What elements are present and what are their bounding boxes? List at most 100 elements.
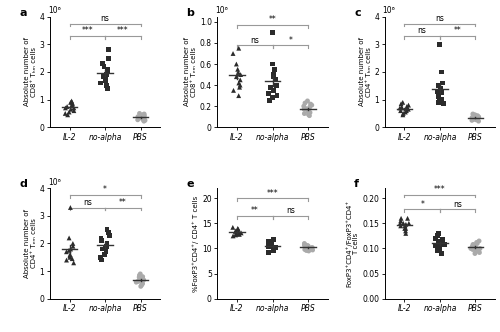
Point bbox=[102, 83, 110, 88]
Point bbox=[304, 109, 312, 114]
Point bbox=[66, 253, 74, 259]
Point bbox=[70, 260, 78, 266]
Text: e: e bbox=[186, 179, 194, 189]
Point bbox=[473, 116, 481, 122]
Point bbox=[266, 242, 274, 247]
Point bbox=[63, 104, 71, 109]
Point bbox=[402, 110, 409, 115]
Point bbox=[232, 231, 240, 237]
Point bbox=[475, 115, 483, 120]
Point bbox=[469, 242, 477, 247]
Point bbox=[270, 67, 278, 72]
Point bbox=[469, 117, 477, 122]
Point bbox=[137, 284, 145, 289]
Point bbox=[66, 100, 74, 105]
Point bbox=[402, 226, 409, 231]
Point bbox=[433, 248, 441, 254]
Point bbox=[302, 248, 310, 253]
Point bbox=[103, 72, 111, 77]
Point bbox=[307, 245, 315, 251]
Point bbox=[229, 225, 237, 230]
Text: a: a bbox=[19, 8, 26, 18]
Point bbox=[236, 72, 244, 77]
Point bbox=[65, 110, 73, 115]
Point bbox=[62, 249, 70, 254]
Point bbox=[235, 45, 243, 51]
Point bbox=[234, 67, 241, 72]
Point bbox=[402, 228, 409, 233]
Point bbox=[104, 47, 112, 52]
Text: **: ** bbox=[251, 206, 258, 215]
Point bbox=[141, 118, 149, 123]
Y-axis label: Absolute number of
CD4⁺ Tₕₘ cells: Absolute number of CD4⁺ Tₕₘ cells bbox=[358, 38, 372, 107]
Point bbox=[472, 117, 480, 123]
Point bbox=[66, 246, 74, 252]
Text: 10⁶: 10⁶ bbox=[48, 7, 60, 16]
Point bbox=[268, 30, 276, 35]
Point bbox=[264, 250, 272, 255]
Point bbox=[68, 256, 76, 261]
Point bbox=[474, 248, 482, 254]
Point bbox=[106, 232, 114, 238]
Point bbox=[300, 111, 308, 116]
Point bbox=[270, 72, 278, 77]
Point bbox=[270, 237, 278, 242]
Point bbox=[400, 221, 407, 226]
Point bbox=[270, 74, 278, 79]
Point bbox=[230, 88, 237, 93]
Y-axis label: Absolute number of
CD8⁺ Tₑₘ cells: Absolute number of CD8⁺ Tₑₘ cells bbox=[184, 38, 197, 107]
Point bbox=[401, 223, 409, 228]
Point bbox=[270, 247, 278, 252]
Point bbox=[301, 247, 309, 252]
Point bbox=[101, 245, 109, 250]
Point bbox=[267, 241, 275, 246]
Point bbox=[104, 66, 112, 72]
Point bbox=[304, 112, 312, 117]
Point bbox=[100, 252, 108, 257]
Point bbox=[403, 104, 411, 109]
Point bbox=[472, 247, 480, 253]
Point bbox=[234, 93, 242, 98]
Point bbox=[270, 248, 278, 254]
Point bbox=[308, 103, 316, 108]
Point bbox=[136, 111, 143, 116]
Point bbox=[432, 243, 440, 249]
Point bbox=[301, 244, 309, 249]
Point bbox=[471, 251, 479, 256]
Point bbox=[435, 238, 443, 244]
Point bbox=[307, 246, 315, 251]
Point bbox=[140, 277, 147, 283]
Point bbox=[65, 235, 73, 241]
Point bbox=[268, 61, 276, 67]
Point bbox=[402, 108, 410, 113]
Point bbox=[138, 276, 146, 281]
Point bbox=[434, 89, 442, 94]
Point bbox=[66, 252, 74, 257]
Point bbox=[264, 243, 272, 248]
Point bbox=[405, 221, 413, 226]
Point bbox=[471, 113, 479, 119]
Point bbox=[229, 51, 237, 56]
Point bbox=[140, 113, 148, 119]
Point bbox=[99, 73, 107, 79]
Point bbox=[272, 77, 280, 82]
Point bbox=[236, 77, 244, 82]
Text: d: d bbox=[19, 179, 27, 189]
Point bbox=[402, 222, 410, 227]
Point bbox=[234, 227, 242, 232]
Point bbox=[468, 115, 476, 120]
Point bbox=[134, 114, 142, 120]
Point bbox=[229, 233, 237, 239]
Point bbox=[68, 103, 76, 108]
Text: b: b bbox=[186, 8, 194, 18]
Point bbox=[264, 91, 272, 96]
Point bbox=[68, 100, 76, 105]
Point bbox=[396, 105, 404, 111]
Point bbox=[438, 251, 446, 256]
Point bbox=[136, 277, 144, 282]
Point bbox=[438, 80, 446, 86]
Text: f: f bbox=[354, 179, 359, 189]
Text: ns: ns bbox=[286, 206, 294, 215]
Point bbox=[300, 242, 308, 248]
Point bbox=[96, 255, 104, 260]
